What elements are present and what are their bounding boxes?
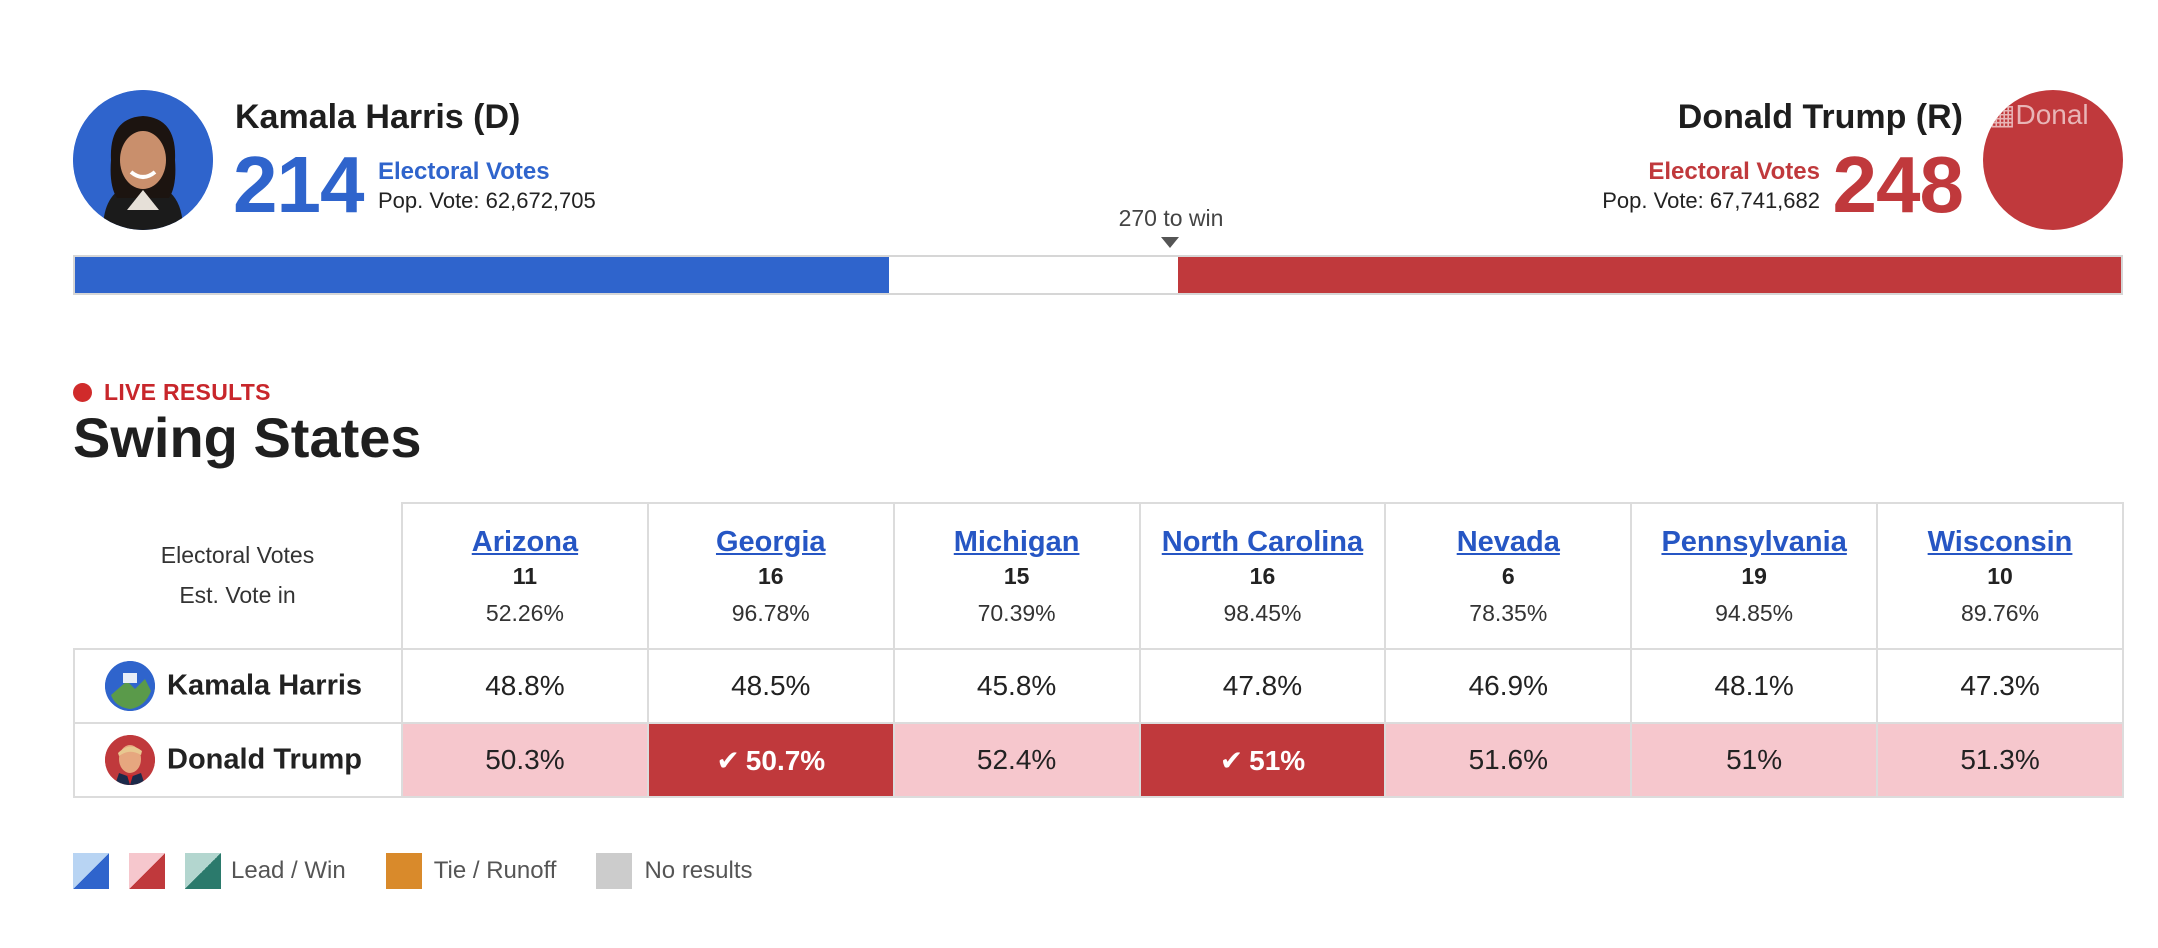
state-est-vote-michigan: 70.39% <box>977 599 1056 626</box>
legend-no-results-swatch <box>596 853 633 889</box>
legend-dem-swatch <box>73 853 109 889</box>
state-header-wisconsin: Wisconsin 10 89.76% <box>1876 502 2124 650</box>
legend-tie-runoff-label: Tie / Runoff <box>433 857 557 884</box>
legend-other-swatch <box>185 853 221 889</box>
harris-pct-michigan: 45.8% <box>892 648 1141 724</box>
trump-pct-nevada: 51.6% <box>1384 722 1633 798</box>
harris-pct-arizona: 48.8% <box>401 648 649 724</box>
harris-pct-pennsylvania: 48.1% <box>1630 648 1879 724</box>
trump-pct-georgia: ✔ 50.7% <box>646 722 895 798</box>
trump-row-name: Donald Trump <box>167 743 362 776</box>
trump-pct-value-north-carolina: 51% <box>1249 744 1306 776</box>
legend-lead-win-label: Lead / Win <box>231 857 346 884</box>
harris-row-name: Kamala Harris <box>167 669 363 702</box>
state-link-arizona[interactable]: Arizona <box>471 525 579 558</box>
harris-bar-fill <box>75 257 889 293</box>
state-link-north-carolina[interactable]: North Carolina <box>1161 525 1364 558</box>
state-link-wisconsin[interactable]: Wisconsin <box>1927 525 2073 558</box>
harris-pct-georgia: 48.5% <box>646 648 895 724</box>
harris-pct-north-carolina: 47.8% <box>1138 648 1387 724</box>
map-legend: Lead / Win Tie / Runoff No results <box>73 853 793 889</box>
live-dot-icon <box>73 383 92 402</box>
state-link-georgia[interactable]: Georgia <box>715 525 826 558</box>
state-header-arizona: Arizona 11 52.26% <box>401 502 649 650</box>
state-header-nevada: Nevada 6 78.35% <box>1384 502 1633 650</box>
state-est-vote-arizona: 52.26% <box>485 599 564 626</box>
state-ev-pennsylvania: 19 <box>1741 562 1767 589</box>
trump-popular-vote: Pop. Vote: 67,741,682 <box>1602 188 1820 213</box>
trump-photo-alt: Donal <box>2015 99 2089 130</box>
harris-pct-nevada: 46.9% <box>1384 648 1633 724</box>
trump-name: Donald Trump (R) <box>1677 98 1963 136</box>
state-est-vote-nevada: 78.35% <box>1469 599 1548 626</box>
trump-bar-fill <box>1177 257 2121 293</box>
state-link-michigan[interactable]: Michigan <box>953 525 1080 558</box>
harris-pct-wisconsin: 47.3% <box>1876 648 2124 724</box>
trump-pct-wisconsin: 51.3% <box>1876 722 2124 798</box>
state-header-north-carolina: North Carolina 16 98.45% <box>1138 502 1387 650</box>
electoral-progress-bar <box>73 255 2123 295</box>
to-win-label: 270 to win <box>1118 205 1224 231</box>
live-results-badge: LIVE RESULTS <box>73 379 271 406</box>
trump-pct-pennsylvania: 51% <box>1630 722 1879 798</box>
legend-rep-swatch <box>129 853 165 889</box>
state-est-vote-georgia: 96.78% <box>731 599 810 626</box>
state-header-michigan: Michigan 15 70.39% <box>892 502 1141 650</box>
harris-photo-icon <box>73 90 213 230</box>
results-header: Kamala Harris (D) 214 Electoral Votes Po… <box>73 90 2123 330</box>
harris-avatar <box>73 90 213 230</box>
to-win-marker-icon <box>1161 237 1179 248</box>
trump-pct-arizona: 50.3% <box>401 722 649 798</box>
state-ev-georgia: 16 <box>757 562 784 589</box>
table-header-row: Electoral Votes Est. Vote in Arizona 11 52… <box>74 502 2124 650</box>
state-header-georgia: Georgia 16 96.78% <box>646 502 895 650</box>
harris-popular-vote: Pop. Vote: 62,672,705 <box>378 188 596 213</box>
broken-image-icon: ▦Donal <box>1989 99 2089 130</box>
state-ev-michigan: 15 <box>1003 562 1030 589</box>
check-icon: ✔ <box>716 744 740 776</box>
swing-states-table: Electoral Votes Est. Vote in Arizona 11 52… <box>73 502 2124 798</box>
state-ev-nevada: 6 <box>1501 562 1515 589</box>
est-vote-in-label: Est. Vote in <box>179 582 296 608</box>
electoral-votes-label: Electoral Votes <box>160 542 315 568</box>
state-link-nevada[interactable]: Nevada <box>1456 525 1560 558</box>
check-icon: ✔ <box>1219 744 1244 776</box>
trump-pct-michigan: 52.4% <box>892 722 1141 798</box>
harris-row-header: Kamala Harris <box>73 648 403 724</box>
legend-tie-swatch <box>385 853 422 889</box>
harris-ev-label: Electoral Votes <box>378 158 550 185</box>
state-ev-arizona: 11 <box>512 562 538 589</box>
state-ev-north-carolina: 16 <box>1249 562 1276 589</box>
trump-row-header: Donald Trump <box>73 722 403 798</box>
state-header-pennsylvania: Pennsylvania 19 94.85% <box>1630 502 1879 650</box>
trump-pct-north-carolina: ✔ 51% <box>1138 722 1387 798</box>
state-est-vote-wisconsin: 89.76% <box>1961 599 2040 626</box>
row-labels-cell: Electoral Votes Est. Vote in <box>74 503 403 650</box>
trump-mini-photo-icon <box>105 735 155 785</box>
trump-electoral-votes: 248 <box>1832 140 1964 229</box>
harris-avatar-small <box>105 661 155 711</box>
state-est-vote-pennsylvania: 94.85% <box>1715 599 1794 626</box>
harris-row: Kamala Harris 48.8% 48.5% 45.8% 47.8% 46.9% 4… <box>73 648 2124 724</box>
trump-row: Donald Trump 50.3% ✔ 50.7% 52.4% ✔ 51% 51.6% 51… <box>73 722 2124 798</box>
state-link-pennsylvania[interactable]: Pennsylvania <box>1661 525 1847 558</box>
harris-electoral-votes: 214 <box>233 140 364 229</box>
trump-ev-label: Electoral Votes <box>1648 158 1820 185</box>
live-results-label: LIVE RESULTS <box>104 379 271 405</box>
state-est-vote-north-carolina: 98.45% <box>1223 599 1302 626</box>
trump-avatar-small <box>105 735 155 785</box>
trump-avatar: ▦Donal <box>1983 90 2123 230</box>
state-ev-wisconsin: 10 <box>1987 562 2013 589</box>
legend-no-results-label: No results <box>644 857 753 884</box>
trump-pct-value-georgia: 50.7% <box>745 744 826 776</box>
harris-name: Kamala Harris (D) <box>235 98 521 136</box>
harris-mini-photo-icon <box>105 661 155 711</box>
page-title: Swing States <box>73 406 422 469</box>
